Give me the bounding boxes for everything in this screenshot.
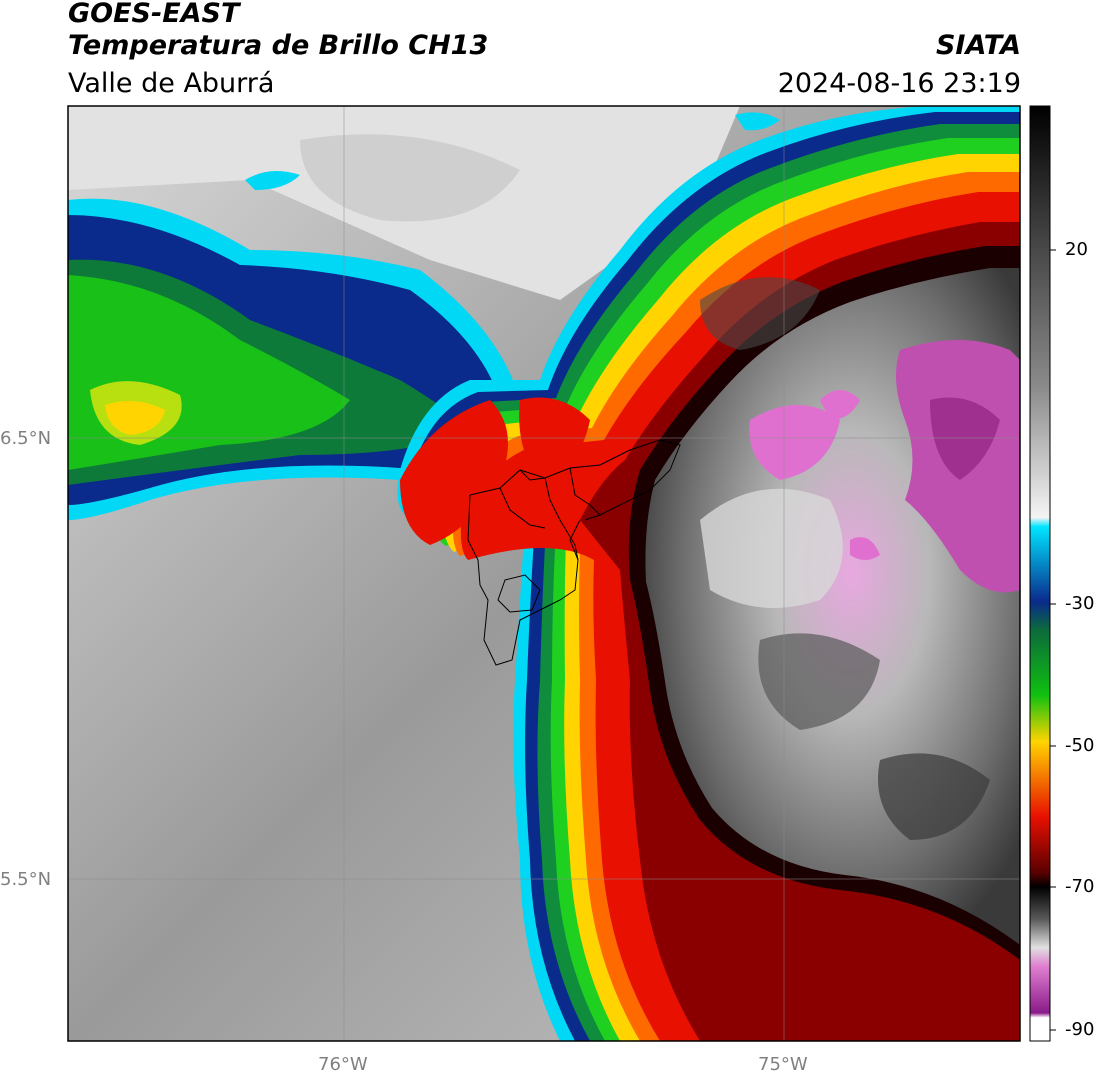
colorbar (1029, 105, 1051, 1042)
colorbar-label-20: 20 (1065, 239, 1088, 260)
timestamp-label: 2024-08-16 23:19 (777, 68, 1021, 99)
brightness-temperature-field (68, 106, 1020, 1041)
valle-de-aburra-boundaries (467, 439, 681, 666)
colorbar-label-minus90: -90 (1065, 1019, 1094, 1040)
colorbar-label-minus30: -30 (1065, 593, 1094, 614)
lat-label-5-5: 5.5°N (0, 869, 52, 890)
colorbar-ticks (1050, 249, 1056, 1031)
lat-label-6-5: 6.5°N (0, 428, 52, 449)
graticule (68, 106, 1020, 1041)
lon-label-76: 76°W (318, 1054, 368, 1075)
region-subtitle: Valle de Aburrá (68, 68, 275, 99)
colorbar-label-minus70: -70 (1065, 876, 1094, 897)
colorbar-label-minus50: -50 (1065, 735, 1094, 756)
agency-label: SIATA (935, 30, 1021, 61)
lon-label-75: 75°W (758, 1054, 808, 1075)
product-title: Temperatura de Brillo CH13 (68, 30, 489, 61)
satellite-title: GOES-EAST (68, 0, 240, 29)
map-frame (67, 105, 1021, 1042)
